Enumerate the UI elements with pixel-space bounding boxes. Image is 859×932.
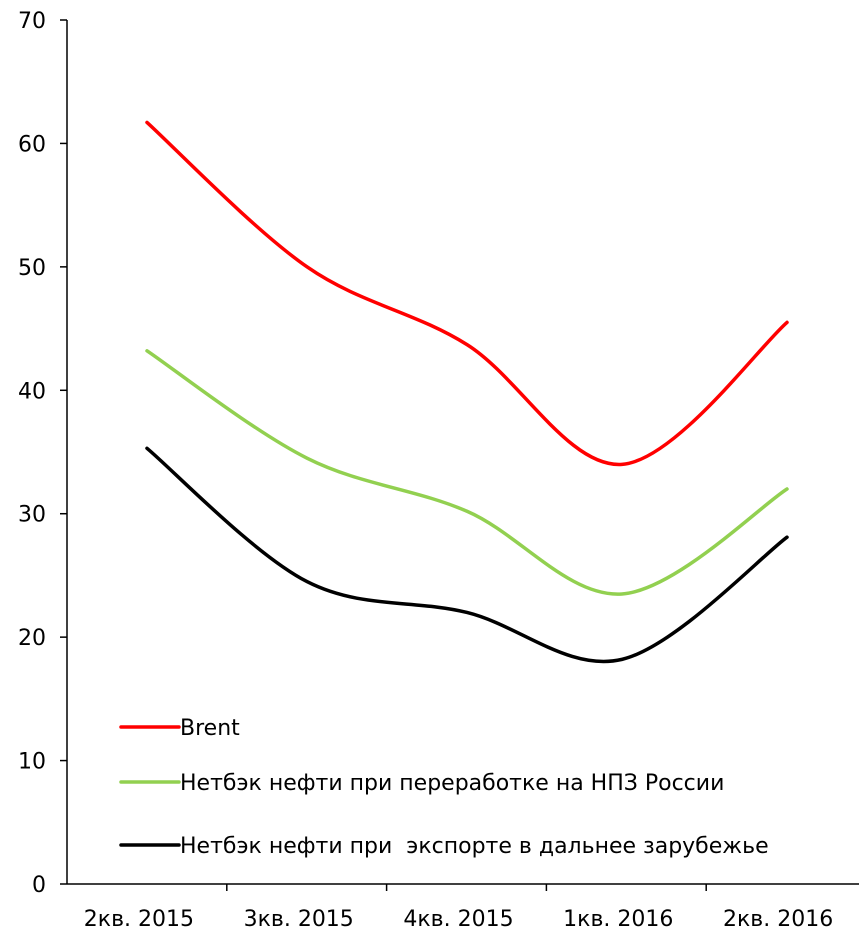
y-tick-label: 20 [18,626,46,651]
legend: Brent Нетбэк нефти при переработке на НПЗ… [119,716,769,859]
y-tick-label: 70 [18,9,46,34]
y-tick-label: 0 [32,873,46,898]
y-tick-label: 10 [18,750,46,775]
series-line-0 [145,120,789,467]
x-tick-label: 2кв. 2016 [723,907,833,932]
series-group [145,120,789,664]
x-tick-label: 2кв. 2015 [84,907,194,932]
legend-label-0: Brent [180,716,240,741]
legend-label-2: Нетбэк нефти при экспорте в дальнее зару… [180,834,769,859]
series-line-1 [145,349,789,596]
legend-label-1: Нетбэк нефти при переработке на НПЗ Росс… [180,771,724,796]
y-tick-label: 60 [18,132,46,157]
y-tick-label: 40 [18,379,46,404]
series-line-2 [145,446,789,664]
x-tick-label: 1кв. 2016 [563,907,673,932]
y-tick-label: 30 [18,503,46,528]
x-tick-label: 4кв. 2015 [403,907,513,932]
axes: 0 10 20 30 40 50 60 70 2кв. 2015 3кв. 2015 4кв. 20… [18,9,859,932]
x-tick-label: 3кв. 2015 [244,907,354,932]
y-tick-label: 50 [18,256,46,281]
